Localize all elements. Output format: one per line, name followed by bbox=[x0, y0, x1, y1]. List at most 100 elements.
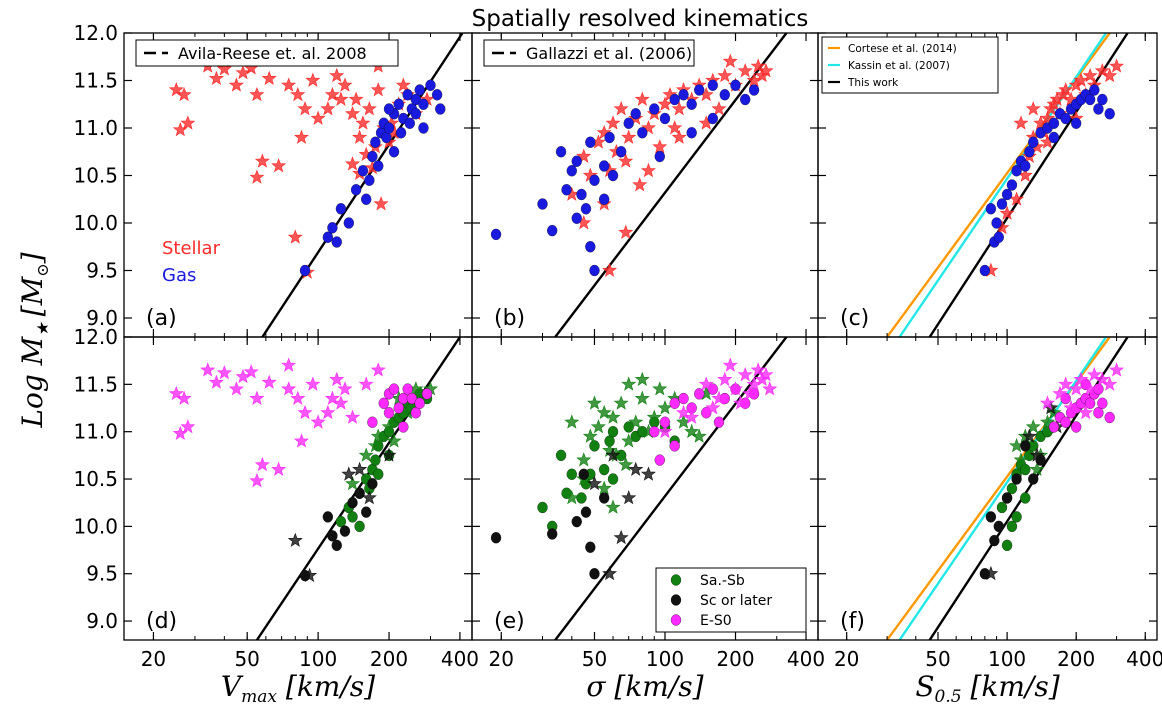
x-tick-label: 20 bbox=[141, 647, 166, 671]
stellar-star-point bbox=[1013, 115, 1029, 130]
stellar-star-point bbox=[634, 91, 650, 106]
x-tick-label: 400 bbox=[441, 647, 479, 671]
gas-ellipse-point bbox=[383, 103, 395, 115]
sa_sb-star-point bbox=[1013, 452, 1029, 467]
e_s0-star-point bbox=[324, 390, 340, 405]
stellar-star-point bbox=[345, 105, 361, 121]
sa_sb-ellipse-point bbox=[1006, 520, 1018, 533]
gas-ellipse-point bbox=[331, 236, 342, 248]
stellar-star-point bbox=[287, 229, 303, 244]
y-tick-label: 12.0 bbox=[73, 21, 118, 45]
gas-ellipse-point bbox=[561, 184, 572, 196]
gas-ellipse-point bbox=[322, 231, 334, 243]
sa_sb-ellipse-point bbox=[354, 520, 365, 533]
gas-ellipse-point bbox=[537, 198, 548, 210]
sc-star-point bbox=[352, 461, 368, 476]
stellar-star-point bbox=[172, 122, 188, 137]
x-tick-label: 200 bbox=[716, 647, 754, 671]
e_s0-ellipse-point bbox=[694, 388, 705, 400]
e_s0-ellipse-point bbox=[1071, 421, 1082, 433]
gas-ellipse-point bbox=[623, 117, 634, 129]
sc-ellipse-point bbox=[354, 487, 365, 499]
e_s0-ellipse-point bbox=[383, 407, 395, 419]
y-tick-label: 9.0 bbox=[86, 306, 118, 330]
e_s0-ellipse-point bbox=[1097, 397, 1108, 409]
stellar-star-point bbox=[180, 115, 196, 130]
stellar-star-point bbox=[290, 86, 306, 102]
gas-ellipse-point bbox=[357, 165, 369, 177]
legend-box bbox=[135, 39, 399, 67]
stellar-star-point bbox=[618, 153, 634, 168]
e_s0-star-point bbox=[261, 374, 277, 389]
scatter-points bbox=[979, 362, 1125, 581]
x-tick-label: 200 bbox=[370, 647, 408, 671]
gas-ellipse-point bbox=[1048, 131, 1060, 144]
sa_sb-star-point bbox=[652, 381, 668, 396]
relation-lines bbox=[554, 337, 788, 640]
panel-frame bbox=[471, 32, 819, 338]
sa_sb-star-point bbox=[618, 456, 634, 472]
sa_sb-ellipse-point bbox=[537, 501, 548, 514]
gas-ellipse-point bbox=[425, 79, 436, 91]
stellar-star-point bbox=[228, 77, 244, 92]
gas-ellipse-point bbox=[1071, 117, 1082, 129]
e_s0-ellipse-point bbox=[388, 383, 400, 395]
relation-lines bbox=[554, 33, 788, 337]
x-tick-label: 50 bbox=[925, 647, 950, 671]
e_s0-star-point bbox=[310, 414, 326, 429]
panel-f: 20 50 100 200 400 (f) bbox=[817, 336, 1162, 671]
sc-ellipse-point bbox=[331, 539, 342, 551]
x-tick-label: 100 bbox=[299, 647, 337, 671]
stellar-star-point bbox=[717, 67, 733, 83]
sa_sb-star-point bbox=[582, 428, 598, 443]
sa_sb-star-point bbox=[1029, 461, 1045, 476]
sa_sb-star-point bbox=[564, 414, 580, 429]
stellar-star-point bbox=[352, 129, 368, 144]
stellar-star-point bbox=[621, 129, 637, 144]
gas-ellipse-point bbox=[1020, 160, 1031, 172]
e_s0-ellipse-point bbox=[701, 407, 712, 419]
stellar-star-point bbox=[737, 63, 753, 78]
e_s0-star-point bbox=[249, 473, 265, 488]
gas-ellipse-point bbox=[707, 112, 718, 125]
gas-ellipse-point bbox=[740, 93, 751, 106]
sa_sb-star-point bbox=[564, 490, 580, 505]
sc-ellipse-point bbox=[322, 511, 334, 523]
sc-ellipse-point bbox=[361, 506, 372, 518]
e_s0-ellipse-point bbox=[410, 407, 422, 419]
gas-ellipse-point bbox=[418, 122, 429, 134]
gas-ellipse-point bbox=[669, 93, 680, 106]
stellar-annotation: Stellar bbox=[162, 238, 221, 259]
e_s0-ellipse-point bbox=[654, 454, 665, 466]
gas-ellipse-point bbox=[585, 241, 596, 253]
sa_sb-ellipse-point bbox=[370, 454, 381, 466]
stellar-star-point bbox=[305, 72, 321, 87]
y-tick-label: 12.0 bbox=[73, 325, 118, 349]
e_s0-ellipse-point bbox=[414, 397, 425, 409]
gas-ellipse-point bbox=[654, 150, 665, 163]
legend-entry: E-S0 bbox=[700, 613, 732, 629]
e_s0-star-point bbox=[208, 374, 224, 389]
x-tick-label: 400 bbox=[787, 647, 825, 671]
e_s0-ellipse-point bbox=[707, 383, 718, 395]
e_s0-ellipse-point bbox=[398, 421, 409, 433]
stellar-star-point bbox=[640, 162, 656, 178]
stellar-star-point bbox=[750, 58, 766, 73]
stellar-star-point bbox=[671, 101, 687, 116]
e_s0-star-point bbox=[1073, 371, 1089, 387]
stellar-star-point bbox=[176, 86, 192, 102]
sa_sb-star-point bbox=[586, 395, 602, 410]
sc-star-point bbox=[381, 447, 397, 462]
e_s0-ellipse-point bbox=[669, 397, 680, 409]
y-label-unit-close: ] bbox=[16, 252, 49, 264]
gas-ellipse-point bbox=[431, 89, 443, 101]
relation-line-0 bbox=[261, 33, 464, 337]
sc-ellipse-point bbox=[578, 468, 589, 480]
y-tick-label: 9.5 bbox=[86, 562, 118, 586]
gas-ellipse-point bbox=[576, 188, 587, 201]
gas-ellipse-point bbox=[996, 198, 1008, 210]
e_s0-star-point bbox=[1063, 400, 1079, 415]
e_s0-star-point bbox=[1082, 381, 1098, 396]
relation-lines bbox=[261, 33, 464, 337]
